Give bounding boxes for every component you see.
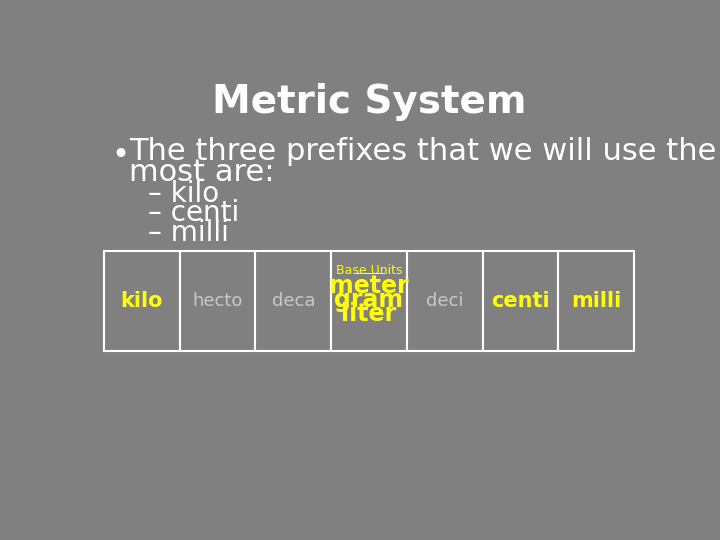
Text: kilo: kilo <box>120 291 163 311</box>
Bar <box>482 251 558 351</box>
Bar <box>256 251 331 351</box>
Text: deca: deca <box>271 292 315 310</box>
Text: liter: liter <box>341 301 397 326</box>
Bar <box>407 251 482 351</box>
Bar <box>180 251 256 351</box>
Text: Metric System: Metric System <box>212 83 526 121</box>
Text: – milli: – milli <box>148 219 229 247</box>
Text: deci: deci <box>426 292 464 310</box>
Bar <box>331 251 407 351</box>
Text: centi: centi <box>491 291 550 311</box>
Text: meter: meter <box>329 274 409 298</box>
Text: The three prefixes that we will use the: The three prefixes that we will use the <box>129 137 716 166</box>
Text: •: • <box>112 141 130 170</box>
Text: gram: gram <box>334 288 404 312</box>
Text: Base Units: Base Units <box>336 264 402 277</box>
Bar <box>104 251 180 351</box>
Text: milli: milli <box>571 291 621 311</box>
Text: hecto: hecto <box>192 292 243 310</box>
Text: – centi: – centi <box>148 199 239 227</box>
Text: most are:: most are: <box>129 158 274 187</box>
Text: – kilo: – kilo <box>148 180 220 208</box>
Bar <box>558 251 634 351</box>
